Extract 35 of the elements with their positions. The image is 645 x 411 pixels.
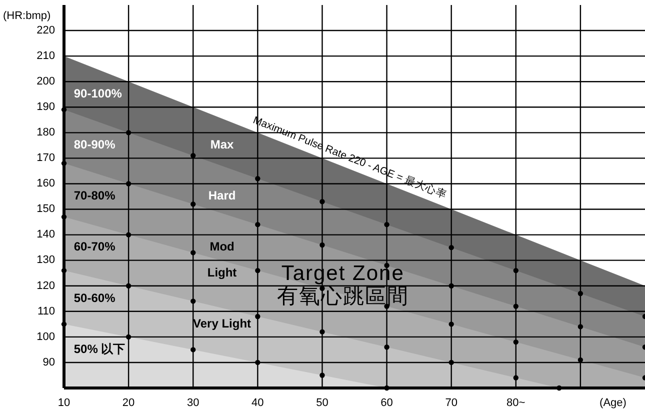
y-tick-label: 220 [36, 24, 55, 36]
x-tick-label: 30 [186, 397, 200, 409]
annotation: Very Light [193, 316, 252, 330]
y-tick-label: 160 [36, 178, 55, 190]
annotation: Hard [208, 188, 236, 203]
annotation: Max [210, 138, 234, 152]
x-tick-label: 70 [445, 397, 458, 409]
y-tick-label: 130 [36, 254, 55, 266]
annotation: 60-70% [74, 240, 116, 254]
x-tick-label: 80~ [506, 397, 526, 409]
annotation: 90-100% [74, 86, 122, 101]
y-tick-label: 200 [36, 76, 55, 88]
y-tick-label: 170 [36, 152, 55, 164]
annotation: Light [207, 265, 237, 280]
annotation: 80-90% [74, 138, 116, 152]
x-tick-label: 10 [58, 397, 70, 409]
y-tick-label: 110 [37, 305, 55, 318]
x-tick-label: 60 [380, 397, 393, 409]
y-tick-label: 150 [36, 203, 55, 216]
annotation: 50% 以下 [74, 342, 126, 356]
x-tick-label: 20 [122, 397, 135, 409]
y-tick-label: 180 [36, 126, 55, 139]
annotation: Mod [210, 240, 234, 254]
y-axis-title: (HR:bmp) [3, 10, 51, 22]
x-tick-label: 40 [252, 397, 264, 409]
y-tick-label: 210 [36, 50, 55, 62]
x-axis-title: (Age) [600, 397, 626, 409]
y-tick-label: 120 [36, 280, 55, 292]
x-tick-label: 50 [316, 397, 328, 409]
y-tick-label: 90 [42, 356, 55, 368]
y-tick-label: 100 [36, 330, 55, 343]
y-tick-label: 140 [36, 228, 55, 241]
annotation: 50-60% [74, 290, 116, 305]
annotation: 70-80% [74, 188, 116, 203]
y-tick-label: 190 [36, 101, 55, 114]
